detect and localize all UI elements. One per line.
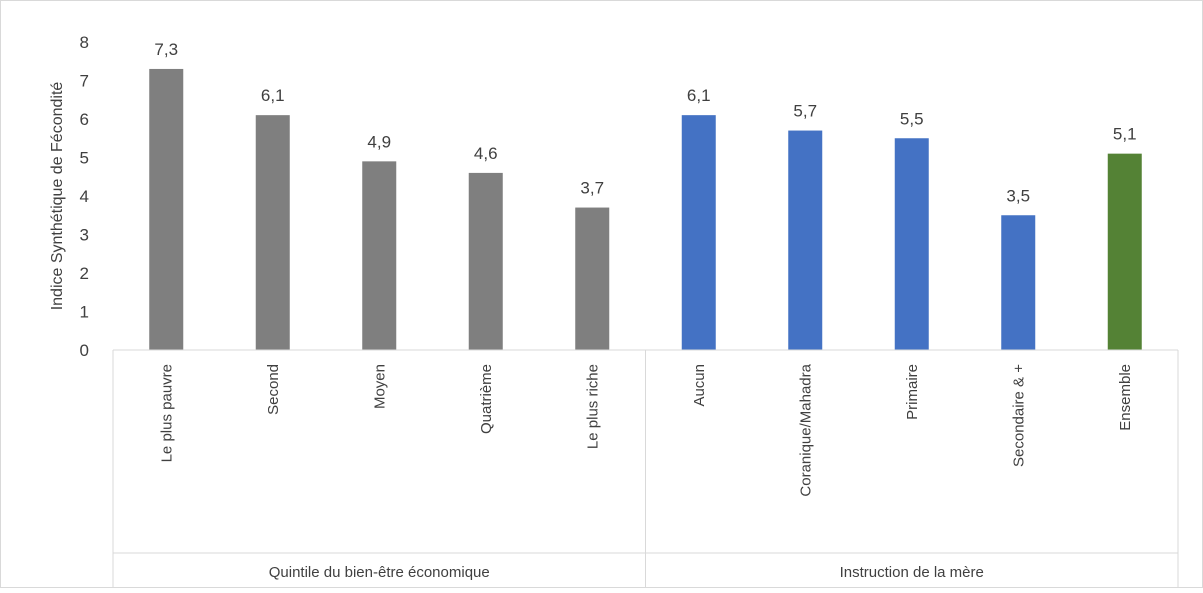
category-label: Ensemble [1117, 364, 1134, 431]
bars [149, 68, 1142, 351]
group-label: Instruction de la mère [840, 564, 984, 581]
y-axis-title: Indice Synthétique de Fécondité [49, 82, 66, 311]
bar [894, 138, 929, 350]
y-tick-label: 6 [80, 110, 89, 129]
category-label: Second [265, 364, 282, 415]
bar-value-label: 3,7 [580, 179, 604, 198]
category-label: Primaire [904, 364, 921, 420]
data-labels: 7,3 6,1 4,9 4,6 3,7 6,1 5,7 5,5 3,5 5,1 [154, 40, 1136, 205]
bar-value-label: 3,5 [1006, 186, 1030, 205]
y-tick-label: 0 [80, 341, 89, 360]
category-label: Moyen [371, 364, 388, 409]
category-labels: Le plus pauvre Second Moyen Quatrième Le plu… [158, 363, 1134, 496]
bar-value-label: 6,1 [687, 86, 711, 105]
group-labels: Quintile du bien-être économique Instruct… [269, 564, 984, 581]
bar-value-label: 5,7 [793, 102, 817, 121]
bar [788, 130, 823, 350]
y-tick-label: 2 [80, 264, 89, 283]
y-tick-label: 7 [80, 72, 89, 91]
category-label: Secondaire & + [1010, 364, 1027, 467]
bar-value-label: 7,3 [154, 40, 178, 59]
category-label: Quatrième [478, 364, 495, 434]
bar-value-label: 6,1 [261, 86, 285, 105]
bar-value-label: 4,9 [367, 132, 391, 151]
y-axis-ticks: 0 1 2 3 4 5 6 7 8 [80, 33, 89, 360]
bar [681, 115, 716, 351]
bar [575, 207, 610, 350]
y-tick-label: 4 [80, 187, 89, 206]
y-tick-label: 8 [80, 33, 89, 52]
bar-value-label: 5,5 [900, 109, 924, 128]
bar [255, 115, 290, 351]
category-label: Le plus pauvre [158, 364, 175, 462]
y-tick-label: 5 [80, 149, 89, 168]
axis-lines [112, 349, 1179, 588]
bar [149, 68, 184, 350]
category-label: Coranique/Mahadra [797, 363, 814, 496]
y-tick-label: 3 [80, 226, 89, 245]
bar [1107, 153, 1142, 350]
category-label: Le plus riche [584, 364, 601, 449]
bar [1001, 215, 1036, 350]
y-tick-label: 1 [80, 303, 89, 322]
bar [468, 172, 503, 350]
bar-value-label: 5,1 [1113, 125, 1137, 144]
bar-value-label: 4,6 [474, 144, 498, 163]
bar [362, 161, 397, 350]
group-label: Quintile du bien-être économique [269, 564, 490, 581]
category-label: Aucun [691, 364, 708, 407]
